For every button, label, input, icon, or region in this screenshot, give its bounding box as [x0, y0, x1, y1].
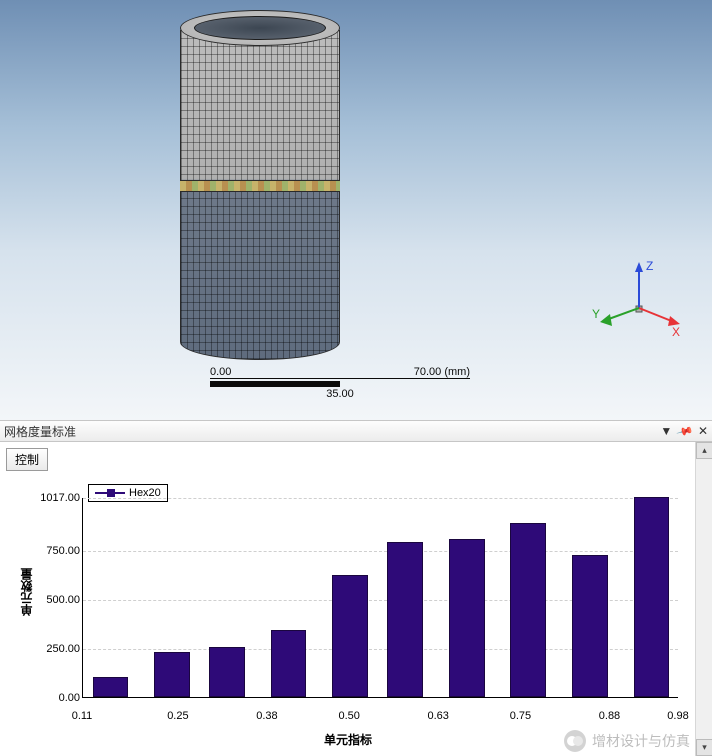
y-tick-label: 250.00	[36, 643, 80, 655]
chart-bar[interactable]	[510, 523, 546, 697]
panel-dropdown-icon[interactable]: ▼	[660, 424, 672, 438]
scroll-down-button[interactable]: ▾	[696, 739, 712, 756]
x-tick-label: 0.25	[158, 710, 198, 722]
cylinder-inner-rim	[194, 16, 326, 40]
y-gridline	[83, 498, 678, 499]
chart-bar[interactable]	[634, 497, 670, 697]
bar-chart: Hex20 单元数量 单元指标 0.00250.00500.00750.0010…	[24, 488, 684, 744]
x-tick-label: 0.88	[589, 710, 629, 722]
ruler-left-label: 0.00	[210, 366, 231, 378]
y-tick-label: 750.00	[36, 545, 80, 557]
scroll-up-button[interactable]: ▴	[696, 442, 712, 459]
axis-triad[interactable]: Z X Y	[592, 260, 682, 340]
ruler-solid-bar	[210, 381, 340, 387]
y-tick-label: 0.00	[36, 692, 80, 704]
cylinder-weld-band	[180, 180, 340, 192]
x-tick-label: 0.38	[247, 710, 287, 722]
watermark-icon	[564, 730, 586, 752]
y-gridline	[83, 551, 678, 552]
watermark: 增材设计与仿真	[564, 730, 690, 752]
axis-z-label: Z	[646, 260, 653, 273]
chart-bar[interactable]	[387, 542, 423, 697]
viewport-scale-ruler: 0.00 70.00 (mm) 35.00	[210, 366, 470, 400]
plot-area	[82, 498, 678, 698]
watermark-text: 增材设计与仿真	[592, 731, 690, 751]
panel-title: 网格度量标准	[4, 423, 76, 440]
vertical-scrollbar[interactable]: ▴ ▾	[695, 442, 712, 756]
y-tick-label: 1017.00	[36, 492, 80, 504]
meshed-cylinder-model	[180, 10, 340, 360]
chart-bar[interactable]	[93, 677, 129, 697]
chart-bar[interactable]	[572, 555, 608, 697]
cylinder-body	[180, 30, 340, 360]
x-tick-label: 0.11	[62, 710, 102, 722]
control-button[interactable]: 控制	[6, 448, 48, 471]
x-tick-label: 0.98	[658, 710, 698, 722]
x-tick-label: 0.63	[418, 710, 458, 722]
panel-pin-icon[interactable]: 📌	[676, 422, 694, 440]
ruler-line	[210, 378, 470, 379]
chart-bar[interactable]	[209, 647, 245, 697]
mesh-metric-panel-header: 网格度量标准 ▼ 📌 ✕	[0, 420, 712, 442]
mesh-viewport[interactable]: Z X Y 0.00 70.00 (mm) 35.00	[0, 0, 712, 420]
chart-bar[interactable]	[154, 652, 190, 697]
x-axis-title: 单元指标	[324, 731, 372, 748]
axis-x-label: X	[672, 325, 680, 339]
chart-bar[interactable]	[332, 575, 368, 697]
y-tick-label: 500.00	[36, 594, 80, 606]
y-axis-title: 单元数量	[18, 568, 32, 616]
legend-marker-icon	[95, 488, 125, 498]
ruler-right-label: 70.00 (mm)	[414, 366, 470, 378]
x-tick-label: 0.75	[500, 710, 540, 722]
chart-bar[interactable]	[271, 630, 307, 697]
panel-close-icon[interactable]: ✕	[698, 424, 708, 438]
chart-bar[interactable]	[449, 539, 485, 697]
ruler-half-label: 35.00	[210, 388, 470, 400]
axis-y-label: Y	[592, 307, 600, 321]
x-tick-label: 0.50	[329, 710, 369, 722]
mesh-metric-chart-pane: 控制 Hex20 单元数量 单元指标 0.00250.00500.00750.0…	[0, 442, 712, 756]
